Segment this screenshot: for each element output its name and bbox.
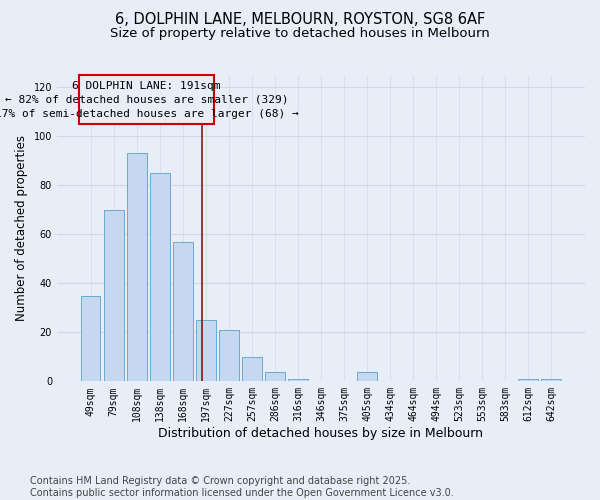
Bar: [196, 320, 215, 382]
Text: Contains HM Land Registry data © Crown copyright and database right 2025.
Contai: Contains HM Land Registry data © Crown c…: [30, 476, 454, 498]
FancyBboxPatch shape: [79, 75, 214, 124]
Bar: [541, 379, 561, 382]
Bar: [288, 379, 308, 382]
Bar: [518, 379, 538, 382]
Bar: [219, 330, 239, 382]
Bar: [104, 210, 124, 382]
Text: Size of property relative to detached houses in Melbourn: Size of property relative to detached ho…: [110, 28, 490, 40]
Bar: [357, 372, 377, 382]
Text: 6, DOLPHIN LANE, MELBOURN, ROYSTON, SG8 6AF: 6, DOLPHIN LANE, MELBOURN, ROYSTON, SG8 …: [115, 12, 485, 28]
Bar: [150, 173, 170, 382]
Bar: [173, 242, 193, 382]
X-axis label: Distribution of detached houses by size in Melbourn: Distribution of detached houses by size …: [158, 427, 484, 440]
Text: 6 DOLPHIN LANE: 191sqm
← 82% of detached houses are smaller (329)
17% of semi-de: 6 DOLPHIN LANE: 191sqm ← 82% of detached…: [0, 80, 298, 118]
Bar: [127, 154, 146, 382]
Bar: [265, 372, 284, 382]
Bar: [81, 296, 100, 382]
Bar: [242, 357, 262, 382]
Y-axis label: Number of detached properties: Number of detached properties: [15, 135, 28, 321]
